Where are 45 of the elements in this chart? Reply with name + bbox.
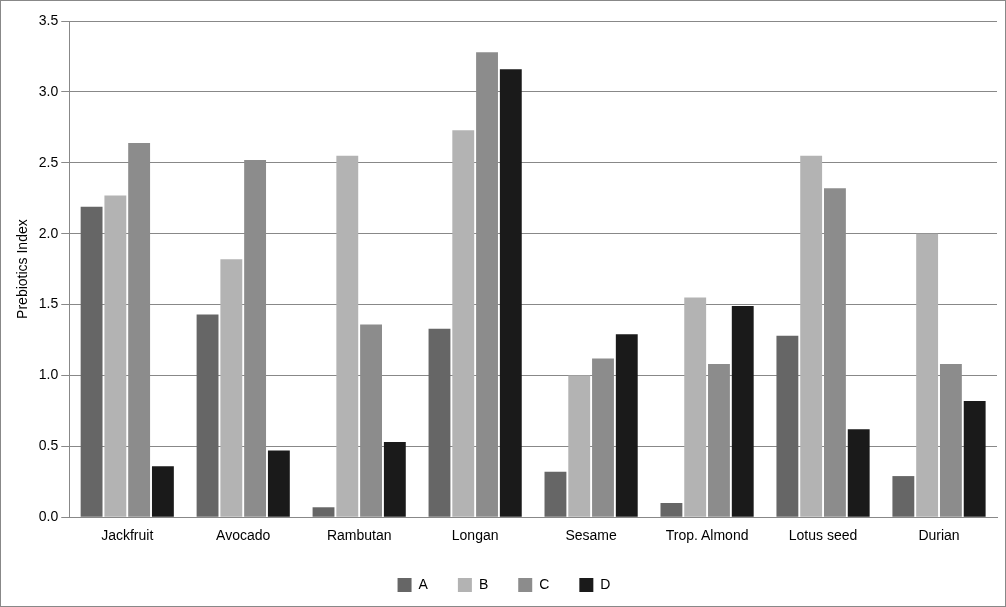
- bar: [151, 466, 174, 517]
- bar: [196, 314, 219, 517]
- bar: [684, 297, 707, 517]
- y-tick-label: 2.0: [38, 224, 59, 241]
- x-tick-label: Avocado: [216, 527, 271, 544]
- bar: [80, 206, 103, 517]
- bar: [312, 507, 335, 517]
- bar: [499, 69, 522, 517]
- y-tick-label: 0.0: [38, 508, 59, 525]
- bar: [220, 259, 243, 517]
- legend-label: A: [418, 575, 429, 592]
- bar: [267, 450, 290, 517]
- legend-label: C: [539, 575, 550, 592]
- bar: [336, 155, 359, 517]
- bar: [847, 429, 870, 517]
- bar: [452, 130, 475, 517]
- bar: [104, 195, 127, 517]
- y-tick-label: 2.5: [38, 153, 59, 170]
- bar: [383, 442, 406, 517]
- bar: [660, 503, 683, 517]
- y-tick-label: 1.5: [38, 295, 59, 312]
- legend-label: D: [600, 575, 611, 592]
- y-tick-label: 1.0: [38, 366, 59, 383]
- bar: [568, 375, 591, 517]
- bar: [916, 233, 939, 517]
- x-tick-label: Jackfruit: [101, 527, 154, 544]
- y-tick-label: 0.5: [38, 437, 59, 454]
- bar: [428, 328, 451, 517]
- x-tick-label: Trop. Almond: [665, 527, 749, 544]
- x-tick-label: Durian: [918, 527, 960, 544]
- x-tick-label: Rambutan: [326, 527, 392, 544]
- y-axis-title: Prebiotics Index: [14, 219, 31, 319]
- bar: [963, 400, 986, 517]
- x-tick-label: Longan: [451, 527, 499, 544]
- x-tick-label: Lotus seed: [788, 527, 858, 544]
- bar: [731, 305, 754, 517]
- y-tick-label: 3.0: [38, 82, 59, 99]
- bar: [615, 334, 638, 517]
- legend-label: B: [478, 575, 489, 592]
- x-tick-label: Sesame: [565, 527, 618, 544]
- bar: [800, 155, 823, 517]
- bar: [544, 471, 567, 517]
- bar: [776, 335, 799, 517]
- bar: [892, 476, 915, 517]
- y-tick-label: 3.5: [38, 11, 59, 28]
